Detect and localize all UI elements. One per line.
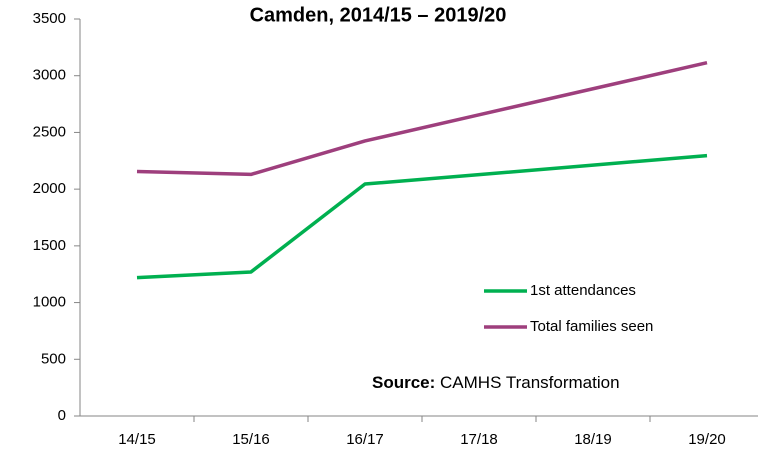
source-label: Source: xyxy=(372,373,435,392)
legend-label: Total families seen xyxy=(530,318,653,335)
y-tick-label: 2500 xyxy=(33,123,66,140)
y-tick-label: 2000 xyxy=(33,180,66,197)
legend-label: 1st attendances xyxy=(530,282,636,299)
series-line xyxy=(136,153,708,280)
x-tick-label: 17/18 xyxy=(460,431,498,448)
y-tick-label: 1000 xyxy=(33,294,66,311)
x-tick-label: 16/17 xyxy=(346,431,384,448)
source-note: Source: CAMHS Transformation xyxy=(372,373,620,392)
x-tick-label: 15/16 xyxy=(232,431,270,448)
x-tick-label: 18/19 xyxy=(574,431,612,448)
series-line xyxy=(136,60,708,177)
source-text: CAMHS Transformation xyxy=(440,373,620,392)
y-tick-label: 0 xyxy=(58,407,66,424)
chart-title: Camden, 2014/15 – 2019/20 xyxy=(250,4,507,26)
x-tick-label: 14/15 xyxy=(118,431,156,448)
x-tick-label: 19/20 xyxy=(688,431,726,448)
y-tick-label: 3500 xyxy=(33,10,66,27)
y-tick-label: 1500 xyxy=(33,237,66,254)
y-tick-label: 500 xyxy=(41,350,66,367)
y-tick-label: 3000 xyxy=(33,67,66,84)
